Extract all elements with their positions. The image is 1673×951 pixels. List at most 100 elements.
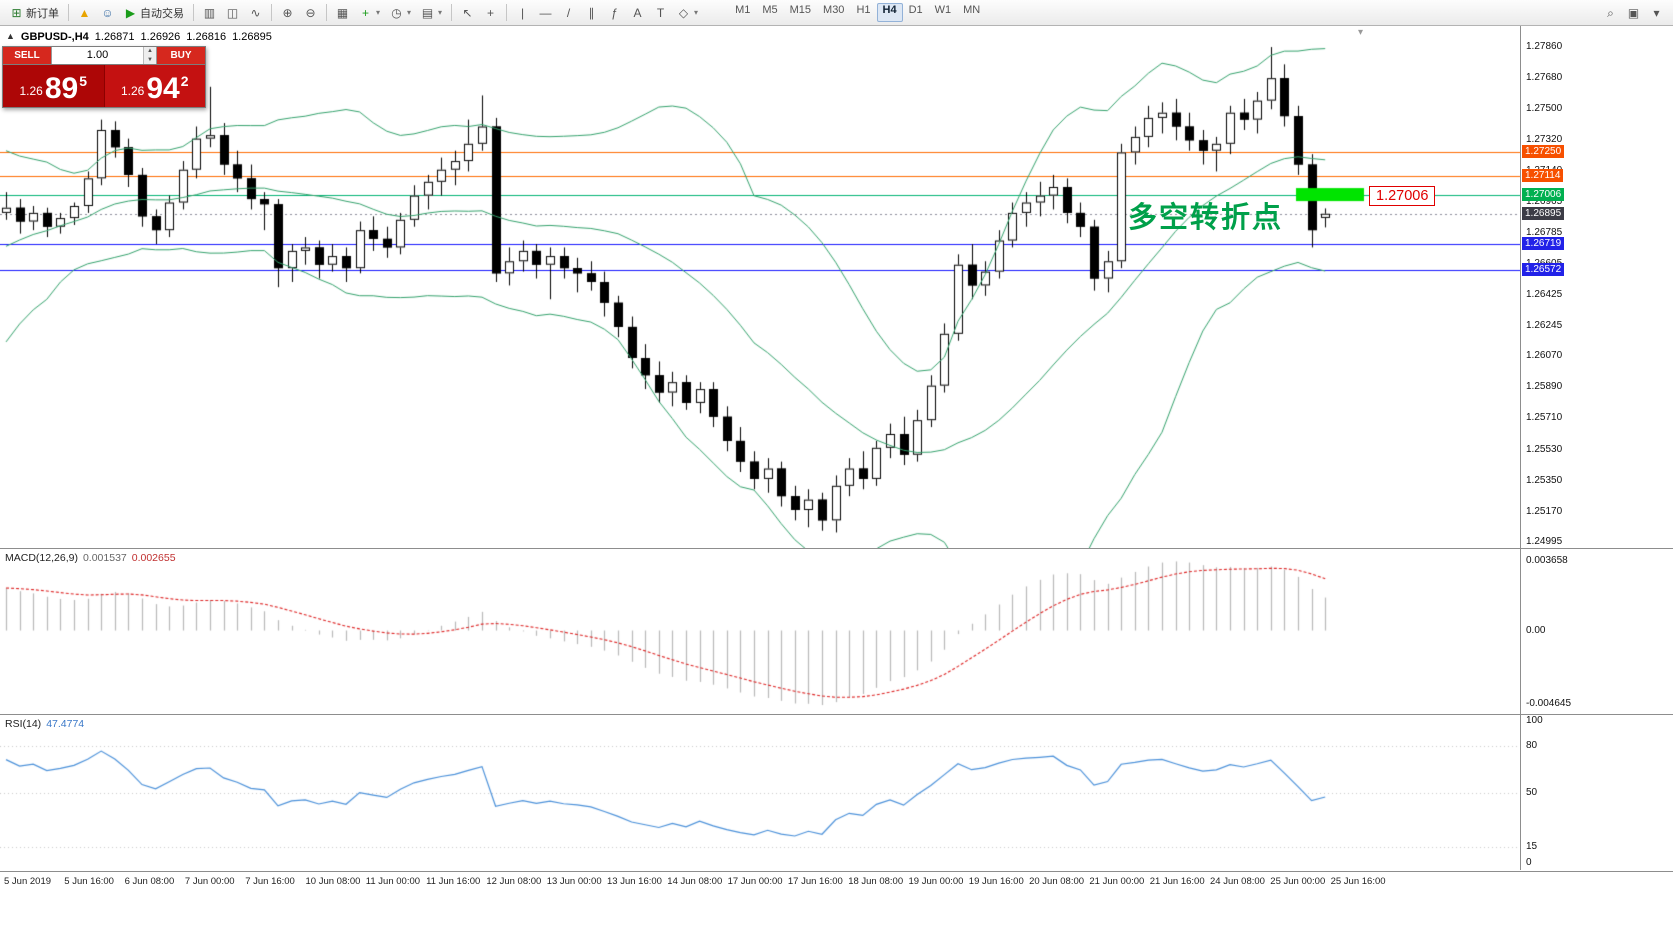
- time-axis-label: 21 Jun 00:00: [1089, 876, 1145, 887]
- tile-windows-button[interactable]: ▦: [331, 3, 354, 23]
- horizontal-line-button[interactable]: —: [534, 3, 557, 23]
- trendline-button[interactable]: /: [557, 3, 580, 23]
- timeframe-w1[interactable]: W1: [934, 4, 952, 16]
- price-axis-label: 1.25350: [1526, 474, 1563, 486]
- shapes-button[interactable]: ◇ ▾: [672, 3, 703, 23]
- low-value: 1.26816: [186, 31, 227, 43]
- price-axis-label: 1.27500: [1526, 103, 1563, 115]
- sell-price-sup: 5: [79, 73, 88, 89]
- price-axis-label: 1.26245: [1526, 320, 1563, 332]
- timeframe-h4[interactable]: H4: [876, 3, 903, 22]
- cursor-button[interactable]: ↖: [456, 3, 479, 23]
- chevron-icon: ▾: [1653, 5, 1660, 20]
- macd-axis-label: 0.003658: [1526, 555, 1568, 566]
- time-axis-label: 25 Jun 00:00: [1270, 876, 1326, 887]
- sell-button[interactable]: SELL: [3, 47, 51, 64]
- price-axis-label: 1.27860: [1526, 41, 1563, 53]
- clock-icon: ◷: [391, 5, 402, 20]
- new-order-button[interactable]: ⊞ 新订单: [5, 3, 64, 23]
- channel-button[interactable]: ∥: [580, 3, 603, 23]
- rsi-indicator-label: RSI(14) 47.4774: [5, 718, 85, 730]
- main-chart[interactable]: [0, 26, 1520, 548]
- vertical-line-button[interactable]: |: [511, 3, 534, 23]
- time-axis-label: 12 Jun 08:00: [486, 876, 542, 887]
- chevron-down-icon[interactable]: ▾: [407, 8, 412, 17]
- timeframe-h1[interactable]: H1: [856, 4, 871, 16]
- panel-divider[interactable]: [0, 548, 1673, 549]
- timeframe-m1[interactable]: M1: [735, 4, 751, 16]
- fibonacci-button[interactable]: ƒ: [603, 3, 626, 23]
- toolbar: ⊞ 新订单 ▲ ☺ ▶ 自动交易 ▥ ◫ ∿ ⊕ ⊖ ▦ + ▾ ◷ ▾ ▤ ▾ ↖ + | — / ∥ ƒ A T ◇ ▾ M1 M5 M…: [0, 0, 1673, 26]
- profile-button[interactable]: ☺: [96, 3, 119, 23]
- price-level-badge: 1.26719: [1522, 237, 1565, 251]
- time-axis-label: 19 Jun 16:00: [968, 876, 1024, 887]
- price-level-badge: 1.27006: [1522, 187, 1565, 201]
- sell-price-button[interactable]: 1.26 89 5: [3, 65, 105, 107]
- autotrading-button[interactable]: ▶ 自动交易: [119, 3, 189, 23]
- rsi-axis-label: 50: [1526, 786, 1538, 798]
- chevron-down-icon[interactable]: ▾: [438, 8, 443, 17]
- buy-price-button[interactable]: 1.26 94 2: [104, 65, 205, 107]
- buy-button[interactable]: BUY: [157, 47, 205, 64]
- open-value: 1.26871: [94, 31, 135, 43]
- panel-divider[interactable]: [0, 714, 1673, 715]
- zoom-out-icon: ⊖: [305, 5, 316, 20]
- chevron-down-icon[interactable]: ▾: [694, 8, 699, 17]
- periods-button[interactable]: ◷ ▾: [385, 3, 416, 23]
- time-axis-label: 5 Jun 16:00: [64, 876, 114, 887]
- timeframe-m15[interactable]: M15: [789, 4, 812, 16]
- textA-icon: A: [633, 5, 642, 20]
- timeframe-m30[interactable]: M30: [823, 4, 845, 16]
- price-axis[interactable]: 1.278601.276801.275001.273201.271401.269…: [1520, 26, 1673, 548]
- search-button[interactable]: ⌕: [1599, 3, 1622, 23]
- toolbar-options-button[interactable]: ▾: [1645, 3, 1668, 23]
- rsi-chart[interactable]: [0, 715, 1520, 870]
- chevron-down-icon[interactable]: ▾: [376, 8, 381, 17]
- toolbar-separator: [451, 4, 453, 21]
- macd-axis[interactable]: 0.003658 0.00 -0.004645: [1520, 549, 1673, 714]
- timeframe-mn[interactable]: MN: [963, 4, 981, 16]
- zoom-out-button[interactable]: ⊖: [299, 3, 322, 23]
- volume-value[interactable]: 1.00: [86, 49, 109, 61]
- line-chart-mode-button[interactable]: ∿: [244, 3, 267, 23]
- price-axis-label: 1.25890: [1526, 381, 1563, 393]
- macd-chart[interactable]: [0, 549, 1520, 714]
- volume-up-icon[interactable]: ▲: [144, 47, 156, 56]
- buy-price-prefix: 1.26: [120, 84, 145, 98]
- template-icon: ▤: [421, 5, 434, 20]
- rsi-axis-label: 0: [1526, 857, 1532, 868]
- rsi-axis-label: 80: [1526, 740, 1538, 751]
- volume-down-icon[interactable]: ▼: [144, 55, 156, 64]
- toolbar-separator: [326, 4, 327, 21]
- collapse-panel-icon[interactable]: ▲: [6, 31, 15, 41]
- toolbar-button-groups: ⊞ 新订单 ▲ ☺ ▶ 自动交易 ▥ ◫ ∿ ⊕ ⊖ ▦ + ▾ ◷ ▾ ▤ ▾ ↖ + | — / ∥ ƒ A T ◇ ▾: [5, 3, 703, 23]
- crosshair-button[interactable]: +: [479, 3, 502, 23]
- rsi-axis-label: 15: [1526, 840, 1538, 852]
- volume-spinner[interactable]: 1.00 ▲ ▼: [51, 47, 157, 64]
- indicators-button[interactable]: + ▾: [354, 3, 385, 23]
- time-axis-label: 20 Jun 08:00: [1029, 876, 1085, 887]
- candle-chart-mode-button[interactable]: ◫: [221, 3, 244, 23]
- zoom-in-button[interactable]: ⊕: [276, 3, 299, 23]
- timeframe-d1[interactable]: D1: [908, 4, 923, 16]
- text-button[interactable]: A: [626, 3, 649, 23]
- label-button[interactable]: T: [649, 3, 672, 23]
- macd-axis-label: -0.004645: [1526, 698, 1572, 709]
- bid-price-badge: 1.26895: [1522, 206, 1565, 220]
- panel-icon: ▣: [1627, 5, 1640, 20]
- timeframe-m5[interactable]: M5: [762, 4, 778, 16]
- play-icon: ▶: [125, 5, 136, 20]
- templates-button[interactable]: ▤ ▾: [416, 3, 447, 23]
- chart-annotation-text: 多空转折点: [1128, 202, 1284, 234]
- price-axis-label: 1.25170: [1526, 505, 1563, 517]
- ohlc-header: ▲ GBPUSD-,H4 1.26871 1.26926 1.26816 1.2…: [6, 31, 272, 43]
- data-window-button[interactable]: ▣: [1622, 3, 1645, 23]
- rsi-axis[interactable]: 100 80 50 15 0: [1520, 715, 1673, 870]
- buy-price-big: 94: [146, 72, 180, 106]
- metaeditor-button[interactable]: ▲: [73, 3, 96, 23]
- bar-chart-mode-button[interactable]: ▥: [198, 3, 221, 23]
- channel-icon: ∥: [588, 5, 595, 20]
- time-axis[interactable]: 5 Jun 2019 5 Jun 16:00 6 Jun 08:00 7 Jun 00…: [0, 871, 1673, 891]
- chart-shift-marker[interactable]: ▾: [1358, 27, 1364, 38]
- time-axis-label: 13 Jun 00:00: [546, 876, 602, 887]
